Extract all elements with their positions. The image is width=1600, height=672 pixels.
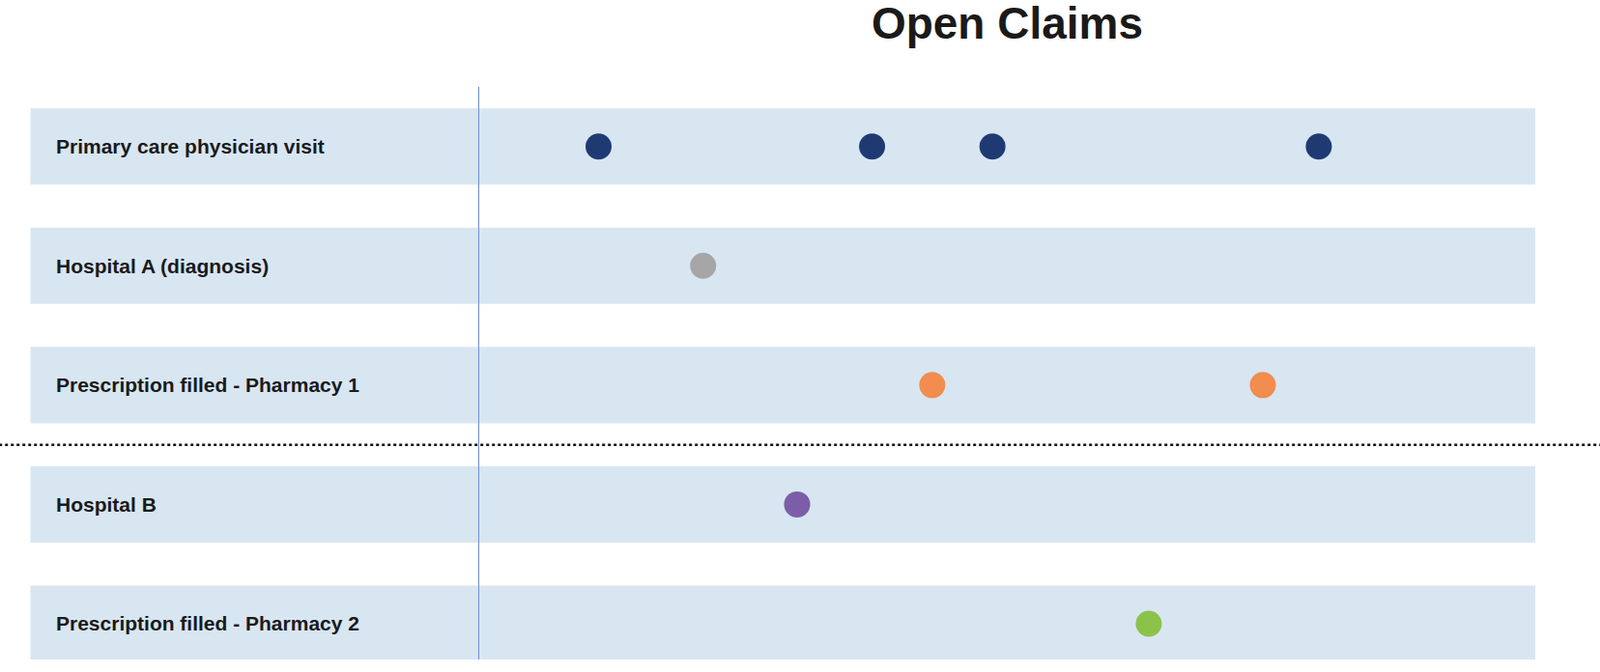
- svg-text:Primary care physician visit: Primary care physician visit: [56, 135, 325, 158]
- svg-text:Prescription filled - Pharmacy: Prescription filled - Pharmacy 1: [56, 373, 360, 397]
- svg-text:Hospital A (diagnosis): Hospital A (diagnosis): [56, 255, 269, 278]
- svg-text:Hospital B: Hospital B: [56, 493, 157, 516]
- svg-text:Open Claims: Open Claims: [871, 0, 1143, 49]
- svg-text:Prescription filled - Pharmacy: Prescription filled - Pharmacy 2: [56, 612, 360, 635]
